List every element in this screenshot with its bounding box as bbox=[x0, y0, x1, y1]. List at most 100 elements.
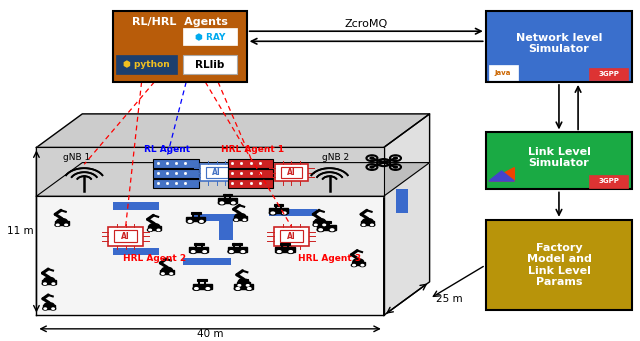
Circle shape bbox=[230, 201, 237, 205]
Circle shape bbox=[394, 157, 397, 159]
Circle shape bbox=[162, 267, 172, 273]
Circle shape bbox=[239, 250, 246, 253]
Bar bbox=[115, 231, 137, 242]
Circle shape bbox=[156, 228, 161, 231]
Bar bbox=[183, 258, 231, 265]
Circle shape bbox=[56, 224, 59, 226]
Text: 3GPP: 3GPP bbox=[598, 71, 619, 77]
Circle shape bbox=[283, 212, 286, 214]
Polygon shape bbox=[36, 148, 384, 196]
Bar bbox=[486, 12, 632, 82]
Text: ⬢ python: ⬢ python bbox=[123, 60, 170, 69]
Text: Network level
Simulator: Network level Simulator bbox=[516, 33, 602, 54]
Circle shape bbox=[44, 283, 46, 284]
Text: 5G: 5G bbox=[379, 160, 388, 165]
Circle shape bbox=[323, 224, 326, 226]
Circle shape bbox=[369, 223, 374, 226]
Circle shape bbox=[278, 251, 281, 252]
Circle shape bbox=[319, 229, 323, 231]
Circle shape bbox=[330, 229, 334, 231]
Circle shape bbox=[149, 224, 159, 229]
Circle shape bbox=[65, 224, 67, 226]
Circle shape bbox=[353, 259, 364, 265]
Bar bbox=[274, 227, 309, 246]
Circle shape bbox=[362, 219, 373, 224]
Bar bbox=[396, 189, 408, 213]
Circle shape bbox=[361, 265, 364, 266]
Text: HRL Agent 2: HRL Agent 2 bbox=[123, 254, 186, 263]
Bar bbox=[269, 209, 317, 216]
Bar bbox=[55, 221, 68, 225]
Circle shape bbox=[187, 220, 193, 223]
Circle shape bbox=[281, 211, 288, 215]
Circle shape bbox=[170, 273, 173, 274]
Circle shape bbox=[52, 283, 55, 284]
Bar bbox=[193, 284, 212, 288]
Circle shape bbox=[238, 279, 249, 285]
Circle shape bbox=[313, 223, 319, 226]
Circle shape bbox=[271, 212, 275, 214]
Bar bbox=[197, 280, 207, 281]
Circle shape bbox=[246, 285, 249, 286]
Bar bbox=[218, 198, 237, 203]
Polygon shape bbox=[36, 114, 429, 148]
Bar bbox=[223, 194, 232, 196]
Circle shape bbox=[51, 307, 56, 310]
Bar bbox=[274, 204, 284, 206]
Bar bbox=[234, 284, 253, 288]
Circle shape bbox=[230, 251, 233, 252]
Circle shape bbox=[44, 308, 47, 309]
Circle shape bbox=[351, 264, 356, 267]
Bar bbox=[42, 280, 56, 284]
Text: gNB 1: gNB 1 bbox=[63, 152, 90, 162]
Bar bbox=[200, 164, 234, 181]
Bar bbox=[113, 202, 159, 210]
Circle shape bbox=[200, 221, 203, 222]
Bar bbox=[116, 55, 177, 74]
Circle shape bbox=[269, 211, 276, 215]
Text: HRL Agent 3: HRL Agent 3 bbox=[298, 254, 361, 263]
Bar bbox=[183, 28, 237, 45]
Circle shape bbox=[193, 287, 200, 290]
Text: ZcroMQ: ZcroMQ bbox=[344, 19, 388, 29]
Bar bbox=[113, 248, 159, 255]
Bar bbox=[228, 169, 273, 178]
Circle shape bbox=[362, 224, 365, 226]
Circle shape bbox=[234, 287, 241, 290]
Bar bbox=[153, 179, 199, 188]
Text: 25 m: 25 m bbox=[436, 294, 463, 303]
Bar bbox=[351, 262, 365, 265]
Circle shape bbox=[160, 272, 166, 275]
Text: gNB 2: gNB 2 bbox=[323, 152, 349, 162]
Circle shape bbox=[204, 287, 211, 290]
Bar bbox=[108, 227, 143, 246]
Bar bbox=[43, 305, 56, 309]
Text: AI: AI bbox=[212, 168, 221, 177]
Circle shape bbox=[234, 219, 239, 221]
Circle shape bbox=[55, 223, 60, 226]
Bar bbox=[489, 65, 518, 80]
Bar bbox=[280, 242, 290, 244]
Bar bbox=[161, 270, 173, 273]
Circle shape bbox=[43, 307, 48, 310]
Bar bbox=[194, 242, 204, 244]
Circle shape bbox=[220, 202, 223, 204]
Circle shape bbox=[242, 219, 247, 221]
Circle shape bbox=[161, 273, 164, 274]
Bar bbox=[232, 242, 242, 244]
Bar bbox=[228, 159, 273, 168]
Bar bbox=[234, 216, 247, 220]
Text: AI: AI bbox=[287, 168, 296, 177]
Circle shape bbox=[51, 282, 56, 285]
Circle shape bbox=[353, 265, 355, 266]
Circle shape bbox=[238, 285, 241, 286]
Circle shape bbox=[147, 228, 153, 231]
Polygon shape bbox=[36, 148, 384, 315]
Circle shape bbox=[394, 166, 397, 168]
Text: RL Agent: RL Agent bbox=[144, 145, 190, 154]
Text: RL/HRL  Agents: RL/HRL Agents bbox=[132, 17, 228, 27]
Bar bbox=[153, 159, 199, 168]
Circle shape bbox=[42, 282, 47, 285]
Circle shape bbox=[360, 264, 365, 267]
Circle shape bbox=[248, 287, 251, 290]
